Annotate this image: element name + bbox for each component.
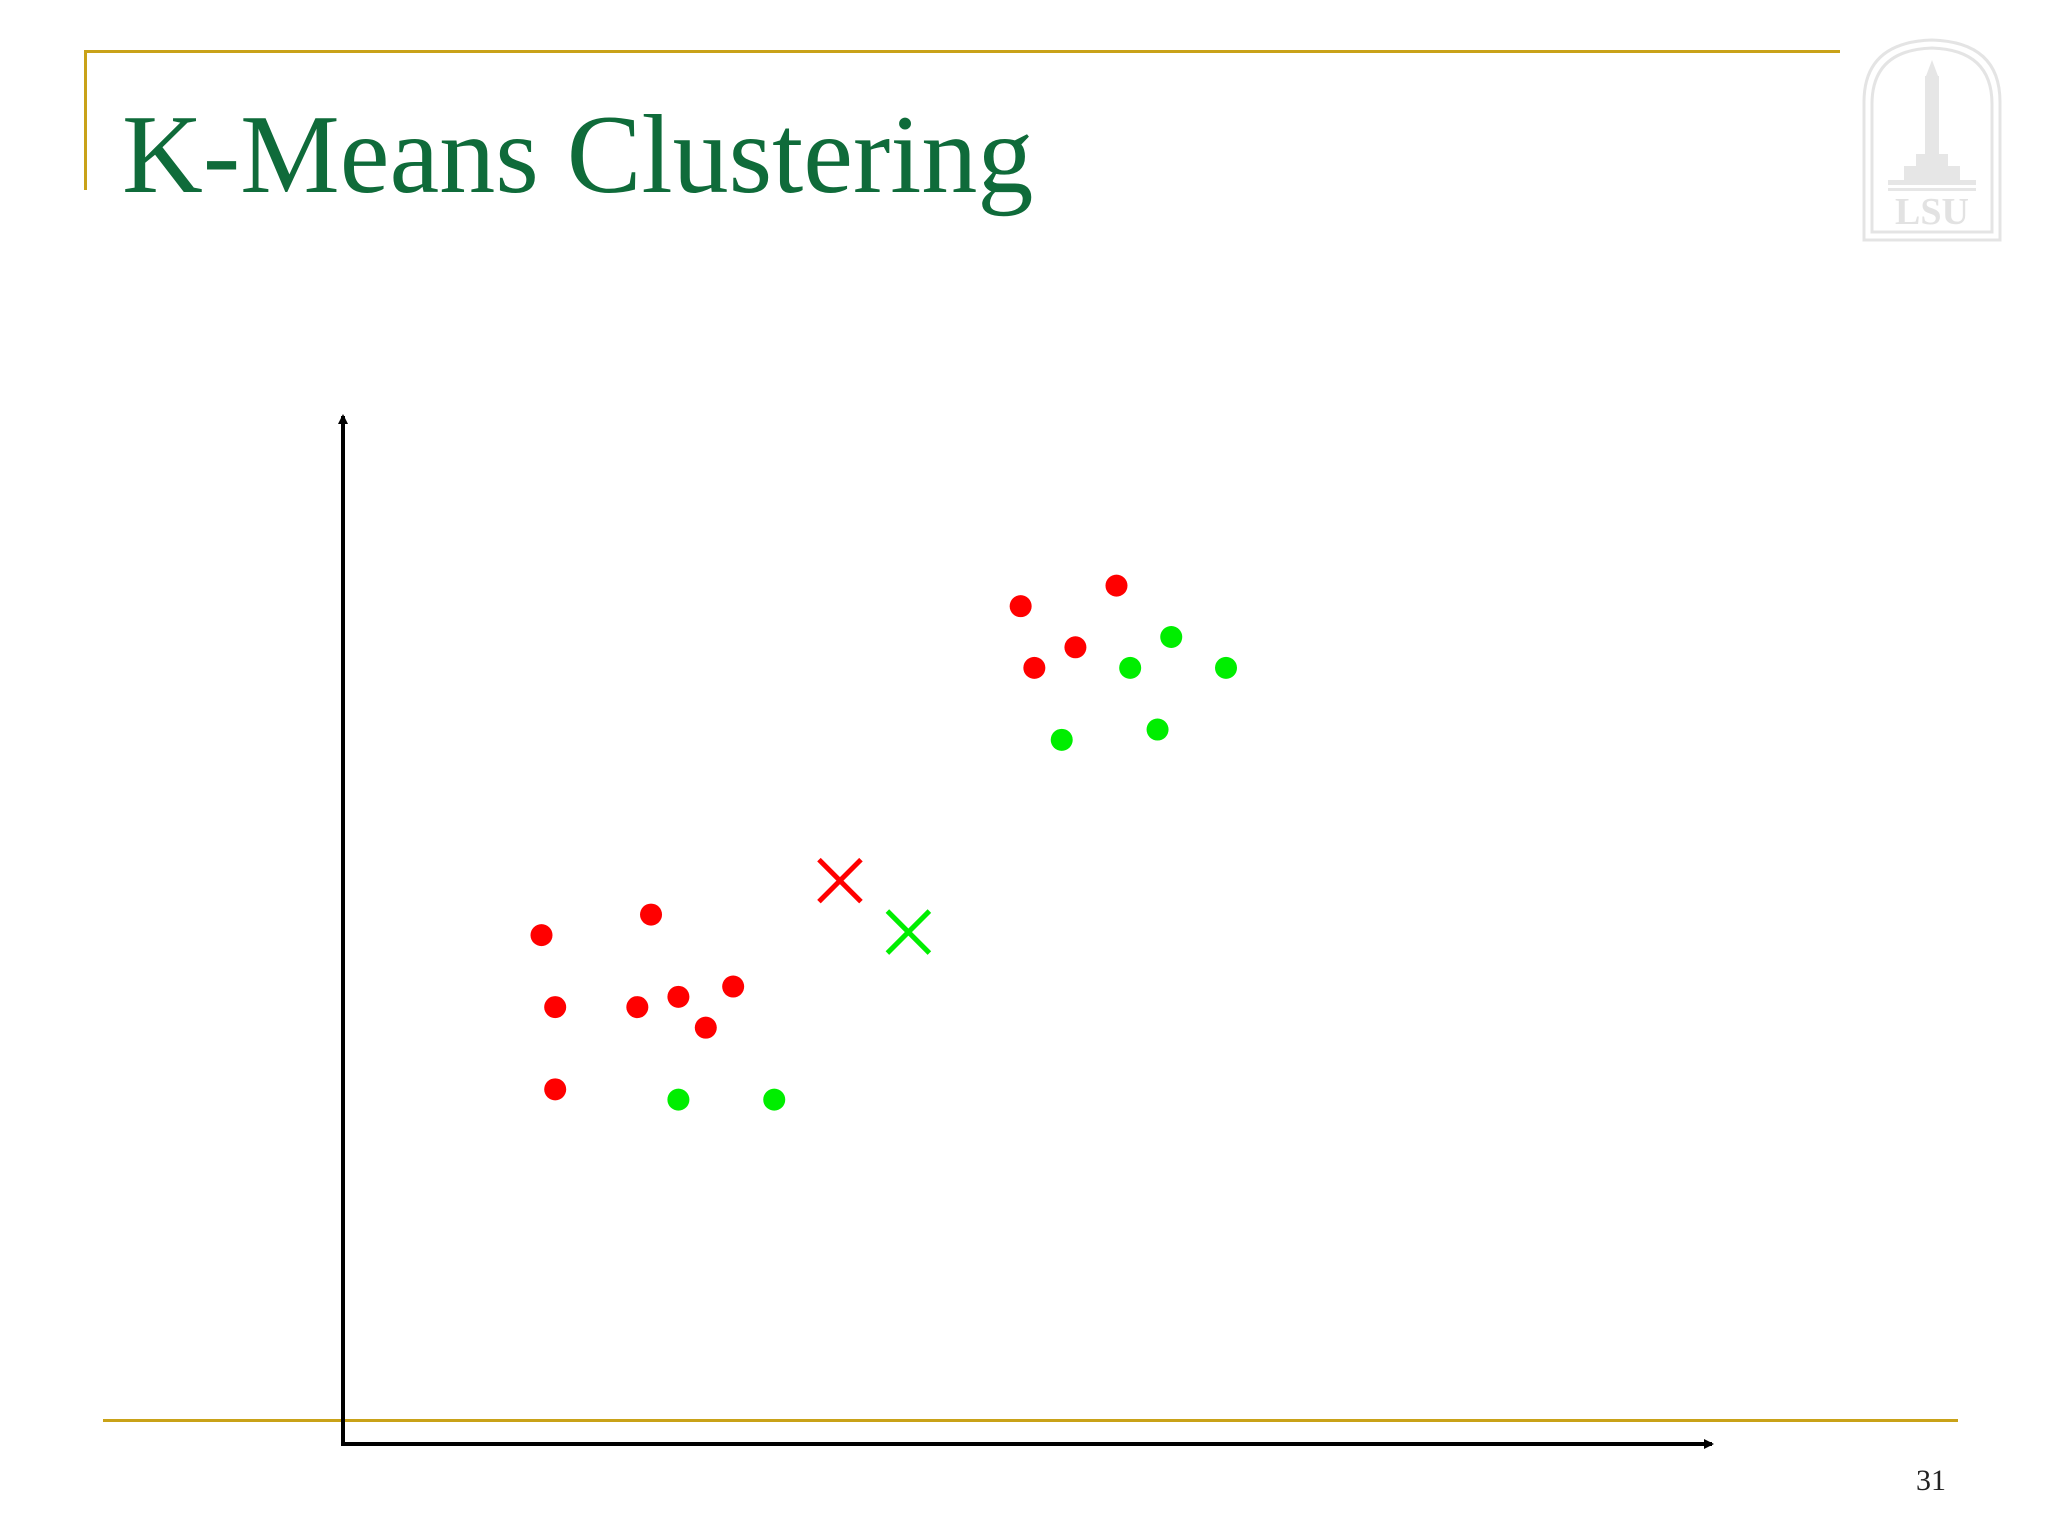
data-marks [530,574,1238,1111]
title-top-rule [84,50,1840,53]
data-point [626,996,649,1019]
data-point [1023,656,1046,679]
data-point [722,975,745,998]
data-point [694,1016,717,1039]
data-point [1119,656,1142,679]
page-number: 31 [1916,1464,1946,1497]
centroid-stroke [885,909,932,955]
slide-title: K-Means Clustering [122,93,1034,217]
data-point [763,1088,786,1111]
data-point [530,924,553,947]
title-left-rule [84,50,87,190]
data-point [1050,728,1073,751]
data-point [544,1078,567,1101]
data-point [1064,636,1087,659]
logo-text: LSU [1895,191,1969,233]
data-point [640,903,663,926]
data-point [544,996,567,1019]
data-point [1105,574,1128,597]
data-point [1009,595,1032,618]
centroid-x-mark [885,909,932,955]
lsu-tower-logo-icon: LSU [1862,38,2002,242]
data-point [1215,656,1238,679]
centroid-stroke [817,857,863,904]
data-point [667,1088,690,1111]
data-point [1146,718,1169,741]
centroid-x-mark [817,857,863,904]
data-point [667,985,690,1008]
data-point [1160,626,1183,649]
footer-rule [103,1419,1958,1422]
